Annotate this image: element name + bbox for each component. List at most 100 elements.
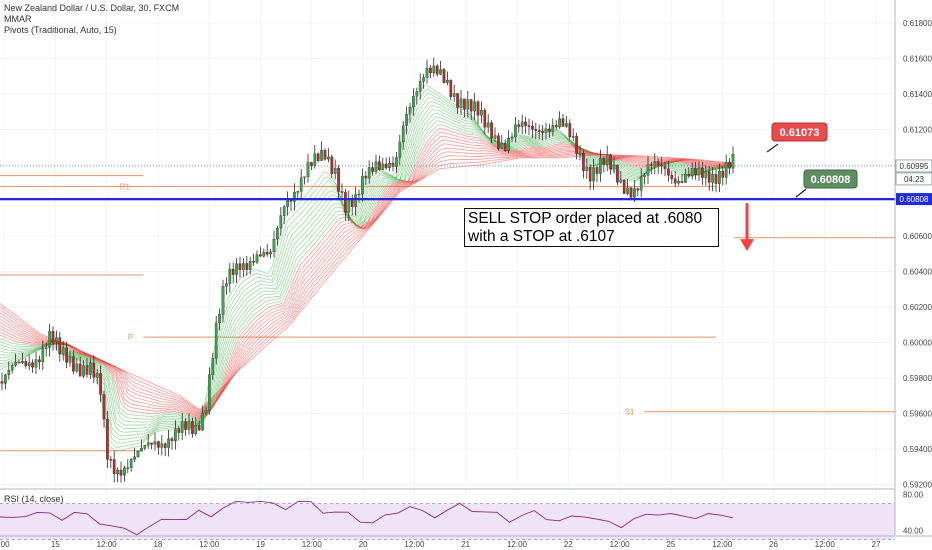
candle-body: [544, 129, 548, 133]
candle-body: [507, 138, 510, 152]
x-tick-label: 12:00: [815, 540, 836, 549]
candle-body: [480, 109, 483, 116]
candle-body: [357, 193, 361, 196]
candle-body: [286, 199, 289, 207]
candle-body: [697, 167, 701, 175]
candle-body: [252, 261, 255, 263]
chart-legend: New Zealand Dollar / U.S. Dollar, 30, FX…: [4, 3, 179, 36]
candle-body: [497, 135, 500, 149]
y-tick-label: 0.60200: [903, 303, 932, 312]
candle-body: [289, 199, 293, 202]
candle-body: [605, 154, 609, 165]
candle-body: [89, 362, 92, 375]
rsi-line: [0, 500, 734, 536]
candle-body: [174, 428, 177, 442]
candle-body: [269, 251, 272, 255]
candle-body: [146, 442, 150, 446]
candle-body: [500, 143, 504, 149]
candle-body: [170, 438, 174, 442]
candle-body: [255, 254, 259, 263]
candle-body: [701, 167, 704, 178]
candle-body: [551, 125, 555, 132]
candle-body: [616, 164, 619, 183]
indicator-pivots: Pivots (Traditional, Auto, 15): [4, 25, 117, 35]
x-tick-label: 20: [359, 540, 368, 549]
candle-body: [48, 331, 51, 348]
y-tick-label: 0.60000: [903, 338, 932, 347]
y-tick-label: 0.61800: [903, 19, 932, 28]
candle-body: [92, 362, 96, 378]
candle-body: [75, 363, 79, 372]
candle-body: [160, 443, 164, 448]
candle-body: [327, 156, 330, 160]
candle-body: [24, 361, 28, 367]
x-tick-label: 12:00: [712, 540, 733, 549]
rsi-tick-label: 80.00: [903, 491, 924, 500]
candle-body: [680, 181, 684, 183]
candle-body: [565, 123, 568, 127]
candle-body: [731, 154, 735, 169]
candle-body: [191, 421, 194, 435]
current-price-tag: [895, 159, 932, 173]
candle-body: [78, 363, 82, 377]
x-tick-label: 26: [769, 540, 778, 549]
candle-body: [61, 347, 65, 355]
candle-body: [14, 361, 17, 366]
candle-body: [531, 126, 534, 130]
candle-body: [112, 459, 116, 475]
candle-body: [592, 167, 595, 182]
candle-body: [0, 381, 4, 384]
candle-body: [133, 456, 136, 460]
candle-body: [31, 362, 34, 368]
candle-body: [425, 67, 429, 78]
candle-body: [694, 168, 697, 175]
candle-body: [279, 215, 283, 229]
candle-body: [282, 206, 286, 216]
candle-body: [344, 192, 347, 213]
candle-body: [119, 469, 123, 476]
x-tick-label: 12:00: [404, 540, 425, 549]
candle-body: [510, 136, 514, 139]
candle-body: [622, 179, 626, 194]
pivot-label: R1: [120, 182, 131, 191]
candle-body: [449, 80, 453, 97]
candle-body: [17, 361, 21, 364]
y-tick-label: 0.59600: [903, 409, 932, 418]
candle-body: [276, 227, 279, 240]
candle-body: [299, 177, 303, 192]
candle-body: [721, 170, 725, 178]
candle-body: [10, 365, 14, 371]
candle-body: [320, 149, 323, 161]
entry-callout-line: [795, 188, 807, 198]
candle-body: [41, 347, 45, 363]
candle-body: [503, 143, 507, 152]
x-tick-label: 27: [872, 540, 881, 549]
candle-body: [656, 161, 660, 166]
y-tick-label: 0.61400: [903, 90, 932, 99]
candle-body: [548, 129, 551, 132]
candle-body: [51, 331, 55, 343]
rsi-tick-label: 40.00: [903, 527, 924, 536]
stop-price-callout: [771, 122, 828, 142]
candle-body: [452, 93, 456, 97]
candle-body: [711, 174, 714, 183]
candle-body: [197, 425, 201, 431]
candle-body: [361, 175, 364, 195]
candle-body: [296, 191, 300, 193]
candle-body: [663, 165, 667, 169]
y-tick-label: 0.60600: [903, 232, 932, 241]
candle-body: [650, 164, 653, 166]
rsi-label: RSI (14, close): [4, 494, 64, 504]
candle-body: [129, 459, 133, 468]
x-tick-label: 12:00: [199, 540, 220, 549]
candle-body: [7, 370, 11, 376]
candle-body: [153, 441, 157, 445]
candle-body: [707, 171, 711, 183]
candle-body: [388, 162, 391, 169]
candle-body: [395, 157, 398, 167]
candle-body: [418, 81, 422, 92]
candle-body: [724, 162, 728, 178]
candle-body: [609, 154, 612, 170]
candle-body: [582, 153, 585, 171]
